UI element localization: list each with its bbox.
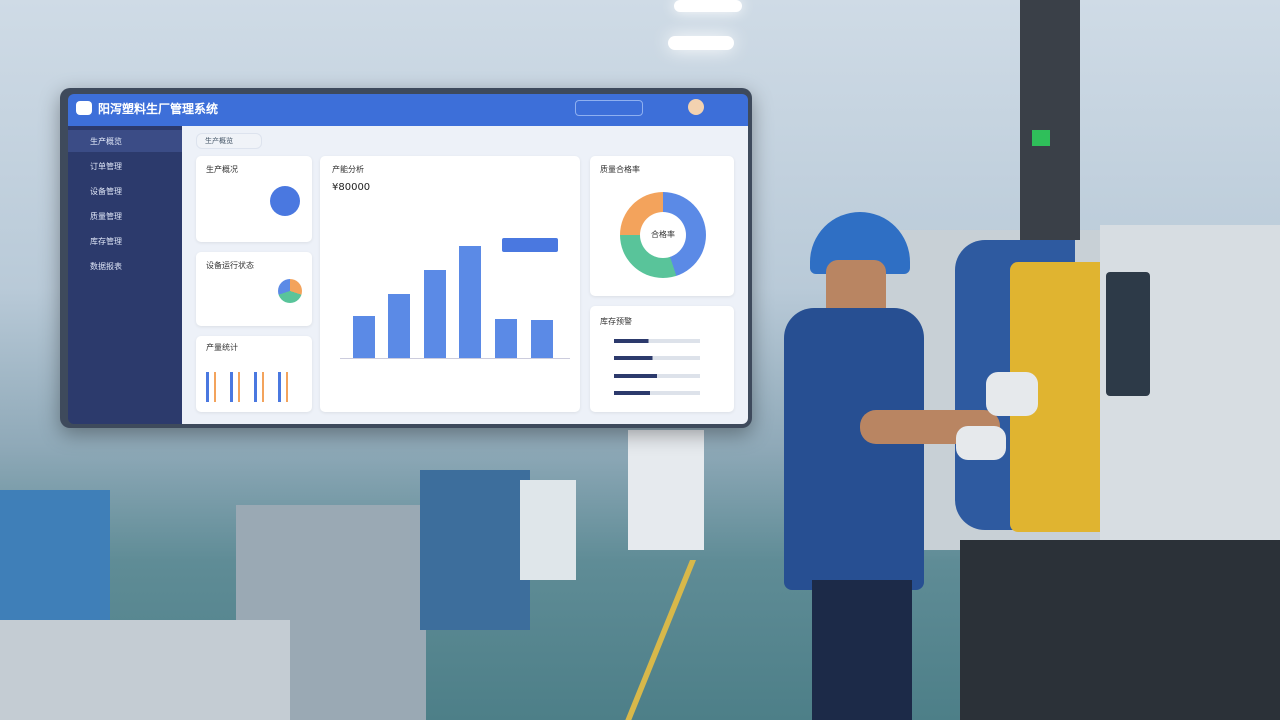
sidebar — [68, 126, 182, 424]
icon-circle — [270, 186, 300, 216]
ceiling-light — [674, 0, 742, 12]
sidebar-item[interactable]: 数据报表 — [90, 262, 122, 271]
avatar[interactable] — [688, 99, 704, 115]
machine — [0, 490, 110, 620]
bar — [424, 270, 446, 358]
mini-donut — [278, 279, 302, 303]
card-title: 产能分析 — [332, 165, 364, 174]
ceiling-light — [668, 36, 734, 50]
progress — [614, 391, 700, 395]
glove — [956, 426, 1006, 460]
progress — [614, 374, 700, 378]
app-title: 阳泻塑料生厂管理系统 — [98, 102, 219, 116]
progress — [614, 356, 700, 360]
card-title: 库存预警 — [600, 317, 632, 326]
tooltip — [502, 238, 558, 252]
kpi-value: ¥80000 — [332, 182, 371, 193]
logo — [76, 101, 92, 115]
shirt — [784, 308, 924, 590]
progress — [614, 339, 700, 343]
machine-base — [960, 540, 1280, 720]
sidebar-item[interactable]: 质量管理 — [90, 212, 122, 221]
sidebar-item[interactable]: 生产概览 — [90, 137, 122, 146]
header — [68, 94, 748, 126]
card-title: 质量合格率 — [600, 165, 640, 174]
sidebar-active — [68, 130, 182, 152]
mini-bars — [206, 372, 302, 402]
control-screen — [1106, 272, 1150, 396]
bar — [388, 294, 410, 358]
machine — [0, 620, 290, 720]
glove — [986, 372, 1038, 416]
card-title: 设备运行状态 — [206, 261, 254, 270]
bar — [495, 319, 517, 358]
card-title: 产量统计 — [206, 343, 238, 352]
sidebar-item[interactable]: 设备管理 — [90, 187, 122, 196]
machine — [520, 480, 576, 580]
trousers — [812, 580, 912, 720]
axis — [340, 358, 570, 359]
card — [320, 156, 580, 412]
machine-column — [1020, 0, 1080, 240]
sidebar-item[interactable]: 库存管理 — [90, 237, 122, 246]
machine — [628, 430, 704, 550]
bar — [459, 246, 481, 358]
bar — [353, 316, 375, 358]
sidebar-item[interactable]: 订单管理 — [90, 162, 122, 171]
machine — [420, 470, 530, 630]
breadcrumb: 生产概览 — [196, 133, 262, 149]
search-box[interactable] — [575, 100, 643, 116]
status-light — [1032, 130, 1050, 146]
floor-line — [613, 560, 696, 720]
bar — [531, 320, 553, 358]
donut-center: 合格率 — [640, 212, 686, 258]
card-title: 生产概况 — [206, 165, 238, 174]
